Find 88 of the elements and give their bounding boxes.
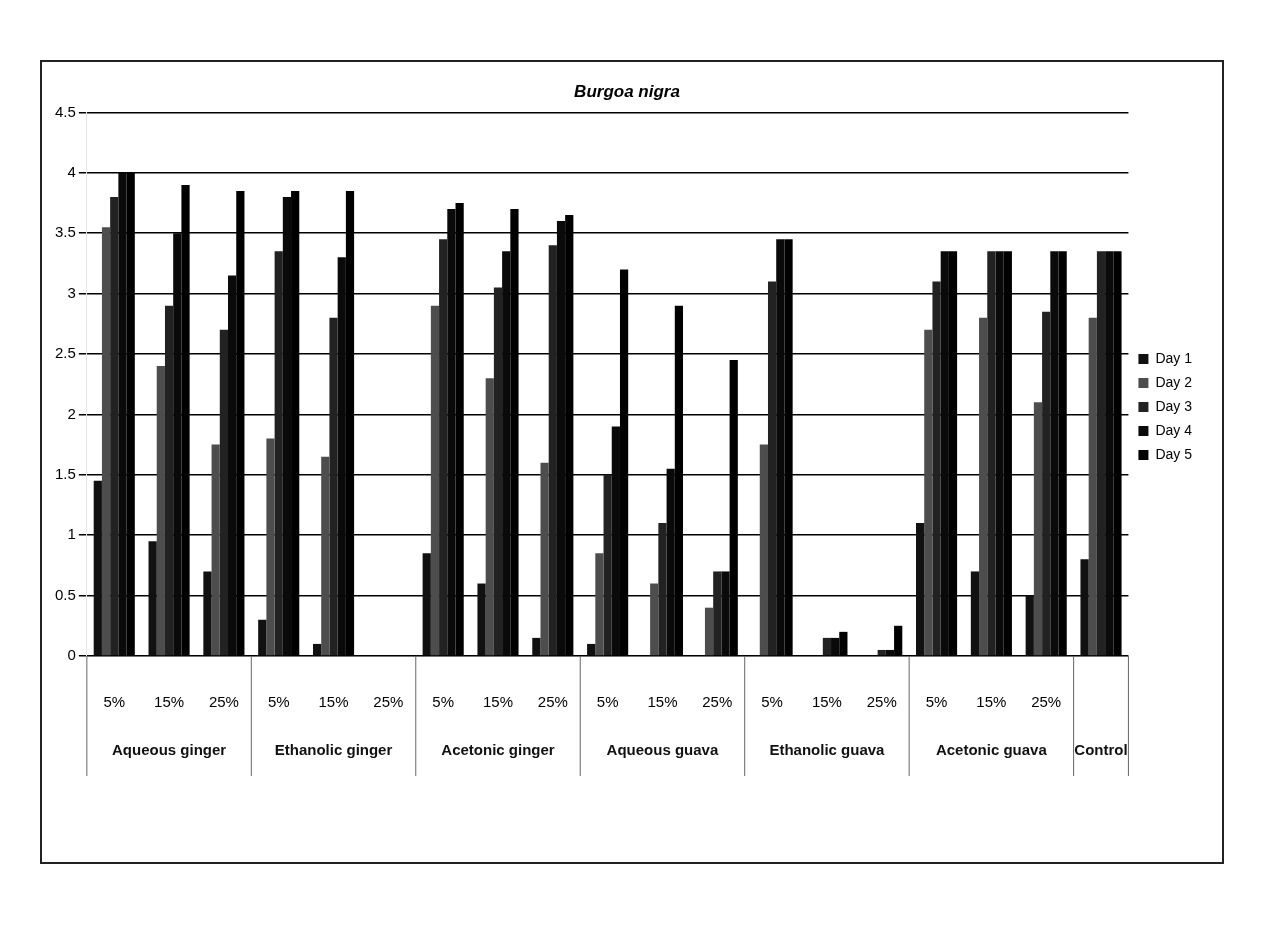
bar	[987, 251, 996, 656]
bar	[1088, 317, 1097, 656]
x-tick-label: 5%	[267, 693, 290, 711]
x-tick-label: 5%	[925, 693, 948, 711]
x-tick-label: 25%	[373, 693, 404, 711]
y-tick-label: 3	[67, 283, 76, 301]
bar	[203, 571, 212, 656]
text: Control	[1074, 741, 1128, 759]
bar	[767, 281, 777, 656]
bar	[148, 541, 157, 656]
bar	[970, 571, 980, 656]
bar	[321, 456, 330, 656]
y-tick-label: 0.5	[54, 585, 76, 603]
bar	[979, 317, 988, 656]
bar	[422, 553, 431, 656]
legend-label: Day 4	[1155, 421, 1193, 438]
bar	[822, 637, 832, 656]
bar	[1033, 402, 1043, 656]
legend-label: Day 3	[1155, 397, 1193, 414]
bar	[759, 444, 768, 656]
bar	[932, 281, 941, 656]
bar	[101, 227, 111, 656]
bar	[439, 239, 448, 656]
x-tick-label: 25%	[866, 693, 897, 711]
bar	[877, 649, 886, 656]
bar	[1096, 251, 1106, 656]
text: Aqueous ginger	[112, 741, 227, 759]
x-tick-label: 25%	[702, 693, 733, 711]
x-tick-label: 15%	[318, 693, 349, 711]
x-tick-label: 5%	[761, 693, 783, 711]
y-tick-label: 4.5	[54, 102, 76, 120]
bar	[274, 251, 283, 656]
x-tick-label: 15%	[811, 693, 842, 711]
x-tick-label: 25%	[1031, 693, 1062, 711]
bar	[312, 643, 322, 656]
text: Aqueous guava	[606, 741, 719, 759]
bar	[713, 571, 722, 656]
bar	[219, 329, 229, 656]
y-tick-label: 1.5	[54, 464, 76, 482]
y-tick-label: 0	[67, 646, 76, 664]
text: Ethanolic guava	[769, 741, 886, 759]
bar	[1042, 311, 1051, 656]
bar	[924, 329, 933, 656]
bar	[477, 583, 486, 656]
bar	[266, 438, 275, 656]
bar	[258, 619, 267, 656]
text: Acetonic ginger	[441, 741, 555, 759]
x-tick-label: 25%	[208, 693, 239, 711]
y-tick-label: 2	[67, 404, 76, 422]
bar	[532, 637, 541, 656]
bar	[93, 480, 102, 656]
y-tick-label: 4	[67, 162, 76, 180]
y-tick-label: 1	[67, 525, 76, 543]
chart-title: Burgoa nigra	[574, 81, 680, 101]
bar	[1025, 595, 1034, 656]
legend-label: Day 1	[1155, 349, 1193, 366]
bar	[540, 462, 549, 656]
x-tick-label: 25%	[537, 693, 568, 711]
legend-label: Day 2	[1155, 373, 1193, 390]
bar	[595, 553, 604, 656]
bar	[916, 523, 925, 656]
bar	[704, 607, 714, 656]
bar	[650, 583, 659, 656]
bar	[587, 643, 596, 656]
x-tick-label: 5%	[103, 693, 126, 711]
bar	[164, 305, 174, 656]
bar	[211, 444, 220, 656]
y-tick-label: 3.5	[54, 223, 76, 241]
bar	[603, 474, 612, 656]
text: Acetonic guava	[935, 741, 1048, 759]
y-tick-label: 2.5	[54, 344, 76, 362]
x-tick-label: 15%	[154, 693, 185, 711]
bar	[430, 305, 440, 656]
bar	[485, 378, 494, 656]
bar	[156, 366, 165, 656]
bar	[329, 317, 338, 656]
legend-label: Day 5	[1155, 445, 1193, 462]
bar	[1080, 559, 1089, 656]
bar	[110, 196, 119, 656]
x-tick-label: 15%	[647, 693, 678, 711]
text: Ethanolic ginger	[274, 741, 393, 759]
x-tick-label: 15%	[976, 693, 1007, 711]
x-tick-label: 5%	[596, 693, 619, 711]
bar	[658, 523, 667, 656]
x-tick-label: 15%	[482, 693, 514, 711]
bar	[493, 287, 503, 656]
x-tick-label: 5%	[432, 693, 455, 711]
bar	[548, 245, 557, 656]
